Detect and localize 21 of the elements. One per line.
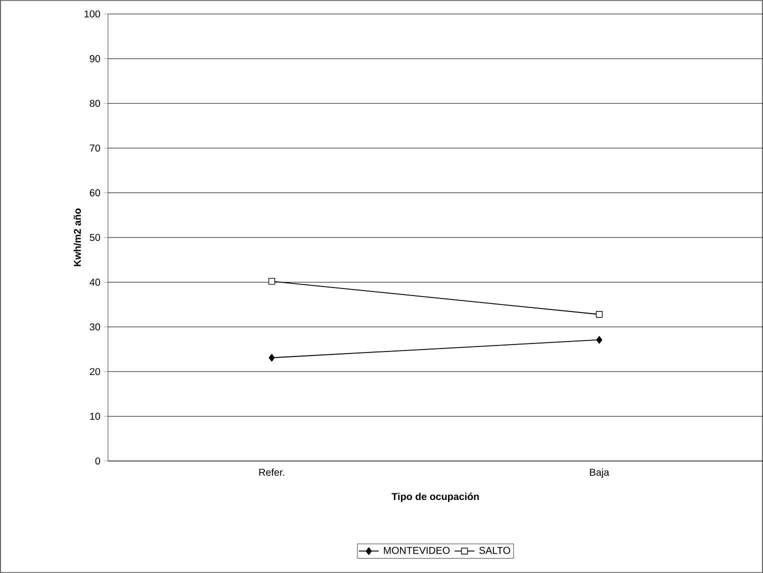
y-tick-label: 10	[90, 412, 100, 420]
legend-label: MONTEVIDEO	[384, 546, 450, 554]
point	[596, 311, 603, 318]
x-axis-title: Tipo de ocupación	[392, 492, 479, 502]
point	[268, 278, 276, 285]
x-tick-label: Baja	[590, 468, 610, 478]
y-tick-label: 60	[90, 189, 100, 196]
y-tick-label: 80	[90, 100, 100, 107]
y-tick-label: 70	[90, 144, 100, 152]
point	[596, 336, 602, 344]
y-tick-label: 0	[95, 457, 100, 465]
legend-label: SALTO	[479, 546, 510, 554]
y-tick-label: 50	[90, 234, 100, 242]
y-tick-label: 90	[90, 55, 100, 62]
point	[268, 354, 275, 362]
y-tick-label: 40	[90, 278, 100, 286]
y-tick-label: 30	[90, 323, 100, 330]
x-tick-label: Refer.	[259, 468, 284, 476]
y-tick-label: 100	[84, 10, 100, 18]
y-tick-label: 20	[90, 368, 100, 376]
y-axis-title: Kwh/m2 año	[74, 208, 82, 266]
